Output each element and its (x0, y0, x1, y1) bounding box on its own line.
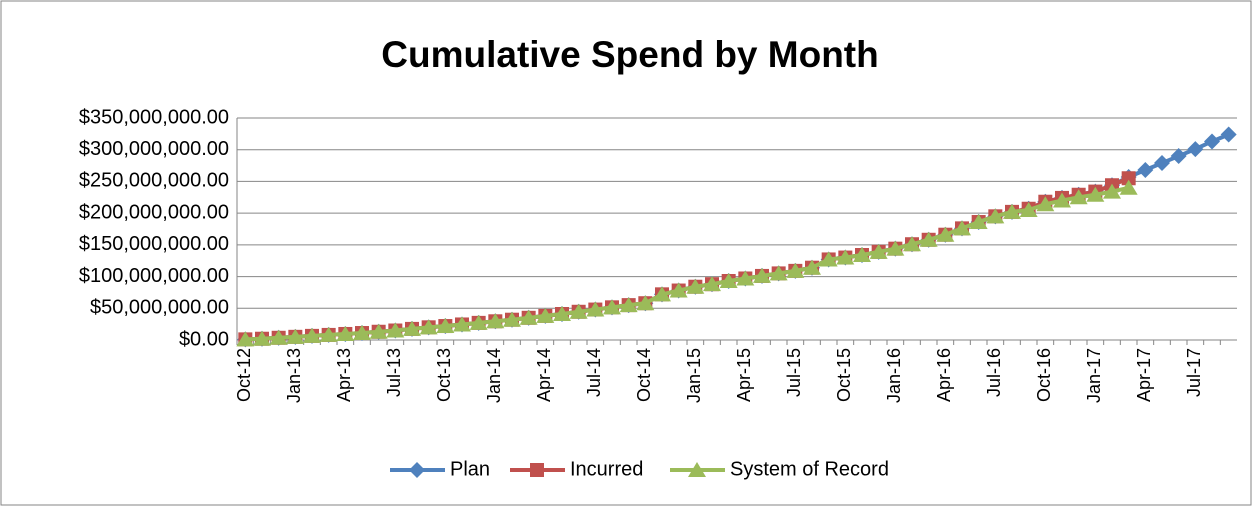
x-tick-label: Jan-16 (884, 348, 904, 403)
marker (419, 319, 438, 335)
y-tick-label: $200,000,000.00 (79, 201, 229, 223)
marker (369, 323, 388, 339)
marker (1019, 201, 1038, 217)
legend-label: System of Record (730, 458, 889, 480)
marker (1036, 196, 1055, 212)
marker (1069, 189, 1088, 205)
x-tick-label: Apr-17 (1134, 348, 1154, 402)
x-tick-label: Apr-14 (534, 348, 554, 402)
marker (486, 313, 505, 329)
marker (1137, 162, 1154, 179)
x-tick-label: Jul-17 (1184, 348, 1204, 397)
marker (903, 236, 921, 252)
marker (769, 265, 788, 281)
x-tick-label: Apr-16 (934, 348, 954, 402)
marker (1003, 203, 1021, 219)
x-tick-label: Jul-14 (584, 348, 604, 397)
x-tick-label: Jul-13 (384, 348, 404, 397)
marker (886, 240, 905, 256)
marker (403, 320, 421, 336)
marker (530, 463, 544, 477)
marker (719, 273, 738, 289)
marker (953, 220, 971, 236)
marker (336, 325, 355, 341)
marker (1204, 133, 1220, 150)
marker (1053, 192, 1071, 208)
marker (586, 301, 605, 317)
marker (1170, 148, 1187, 165)
marker (319, 326, 338, 342)
marker (636, 295, 655, 311)
marker (269, 329, 288, 345)
x-tick-label: Oct-12 (234, 348, 254, 402)
marker (686, 278, 705, 294)
y-tick-label: $300,000,000.00 (79, 138, 229, 160)
legend-label: Plan (450, 458, 490, 480)
marker (753, 267, 771, 283)
marker (653, 286, 671, 302)
marker (519, 309, 538, 325)
marker (386, 322, 405, 338)
marker (453, 316, 471, 332)
marker (619, 297, 638, 313)
y-tick-label: $50,000,000.00 (90, 297, 229, 319)
marker (409, 462, 425, 478)
y-tick-label: $100,000,000.00 (79, 265, 229, 287)
marker (919, 231, 938, 247)
marker (286, 328, 305, 344)
x-tick-label: Oct-13 (434, 348, 454, 402)
marker (569, 303, 588, 319)
x-tick-label: Jul-16 (984, 348, 1004, 397)
marker (353, 325, 371, 341)
marker (1121, 171, 1136, 186)
y-tick-label: $350,000,000.00 (79, 106, 229, 128)
marker (703, 276, 721, 292)
marker (1187, 141, 1204, 158)
marker (853, 247, 871, 263)
marker (803, 259, 821, 275)
marker (1154, 155, 1170, 172)
marker (536, 307, 555, 323)
marker (469, 314, 488, 330)
marker (986, 208, 1005, 224)
marker (786, 262, 805, 278)
marker (836, 249, 855, 265)
x-tick-label: Oct-15 (834, 348, 854, 402)
marker (1103, 183, 1121, 199)
x-tick-label: Apr-13 (334, 348, 354, 402)
marker (503, 311, 521, 327)
y-tick-label: $150,000,000.00 (79, 233, 229, 255)
x-tick-label: Oct-14 (634, 348, 654, 402)
marker (936, 226, 955, 242)
x-tick-label: Jan-13 (284, 348, 304, 403)
marker (303, 327, 321, 343)
x-tick-label: Jul-15 (784, 348, 804, 397)
x-tick-label: Oct-16 (1034, 348, 1054, 402)
y-tick-label: $0.00 (179, 328, 229, 350)
marker (553, 305, 571, 321)
x-tick-label: Apr-15 (734, 348, 754, 402)
marker (236, 331, 255, 347)
marker (1119, 179, 1138, 195)
legend-label: Incurred (570, 458, 643, 480)
marker (1086, 186, 1105, 202)
x-tick-label: Jan-14 (484, 348, 504, 403)
y-tick-label: $250,000,000.00 (79, 170, 229, 192)
marker (1220, 126, 1237, 143)
marker (436, 318, 455, 334)
marker (603, 299, 621, 315)
marker (869, 243, 888, 259)
marker (819, 251, 838, 267)
x-tick-label: Jan-15 (684, 348, 704, 403)
chart-title: Cumulative Spend by Month (381, 34, 878, 75)
marker (253, 330, 271, 346)
marker (969, 214, 988, 230)
marker (688, 462, 706, 477)
marker (736, 270, 755, 286)
x-tick-label: Jan-17 (1084, 348, 1104, 403)
marker (669, 282, 688, 298)
